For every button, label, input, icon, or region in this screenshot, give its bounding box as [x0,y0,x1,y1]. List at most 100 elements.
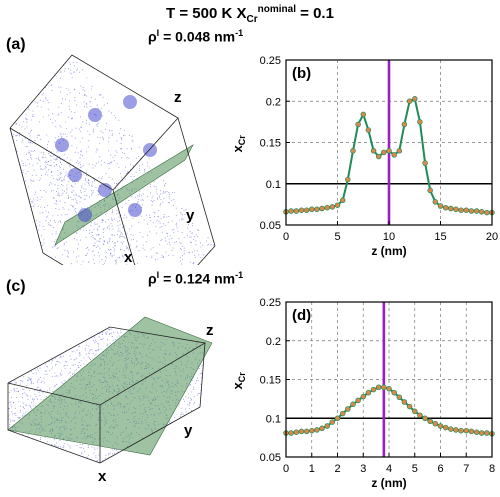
atom-dot [60,132,62,134]
atom-dot [69,447,71,449]
atom-dot [42,116,44,118]
atom-dot [56,248,58,250]
atom-dot [193,250,195,252]
atom-dot [106,343,108,345]
atom-dot [142,247,144,249]
atom-dot [54,184,56,186]
atom-dot [131,135,133,137]
atom-dot [135,246,137,248]
atom-dot [193,402,196,404]
atom-dot [10,421,12,423]
atom-dot [174,417,176,419]
atom-dot [88,249,90,251]
data-point [329,419,336,425]
atom-dot [71,191,73,193]
atom-dot [157,197,159,199]
atom-dot [124,134,126,136]
atom-dot [95,339,97,341]
atom-dot [69,100,71,102]
atom-dot [159,196,161,198]
atom-dot [130,163,132,165]
atom-dot [65,192,67,194]
atom-dot [46,134,48,136]
atom-dot [59,159,62,161]
atom-dot [162,192,164,194]
atom-dot [29,135,31,137]
atom-dot [85,122,87,124]
atom-dot [92,192,94,194]
atom-dot [21,126,23,128]
atom-dot [98,177,100,179]
atom-dot [45,220,47,222]
atom-dot [41,94,43,96]
atom-dot [67,116,69,118]
atom-dot [51,362,53,364]
atom-dot [187,227,189,229]
atom-dot [161,225,163,228]
atom-dot [155,191,157,193]
atom-dot [22,162,24,164]
atom-dot [71,199,73,201]
atom-dot [55,239,57,241]
atom-dot [96,447,98,449]
atom-dot [105,172,107,174]
atom-dot [87,261,89,263]
atom-dot [191,391,193,393]
atom-dot [120,139,123,141]
atom-dot [79,351,81,353]
atom-dot [112,178,114,180]
figure-title: T = 500 K XCrnominal = 0.1 [0,4,500,25]
atom-dot [87,356,89,358]
atom-dot [120,233,122,235]
atom-dot [92,259,94,261]
atom-dot [59,172,61,174]
atom-dot [52,189,54,191]
atom-dot [59,221,62,223]
atom-dot [48,361,50,363]
atom-dot [75,127,77,129]
atom-dot [54,444,56,446]
data-point [345,406,351,412]
atom-dot [71,73,73,75]
atom-dot [62,192,64,194]
atom-dot [112,228,114,230]
atom-dot [82,87,84,89]
atom-dot [121,243,124,245]
atom-dot [60,91,62,93]
atom-dot [26,384,28,387]
atom-dot [38,391,40,393]
atom-dot [43,151,45,153]
atom-dot [44,162,46,164]
atom-dot [151,257,153,259]
atom-dot [118,228,120,230]
atom-dot [59,374,61,376]
atom-dot [19,383,21,385]
data-point [396,148,403,154]
atom-dot [128,134,130,137]
atom-dot [51,183,53,185]
atom-dot [63,176,66,178]
atom-dot [28,389,30,392]
atom-dot [180,211,182,214]
atom-dot [87,454,89,457]
atom-dot [57,445,59,447]
atom-dot [63,243,65,245]
atom-dot [79,161,81,163]
atom-dot [28,163,31,165]
atom-dot [43,228,45,231]
atom-dot [196,250,198,252]
atom-dot [96,228,98,230]
atom-dot [78,195,80,197]
atom-dot [100,164,102,166]
axis-label-a-x: x [124,249,133,265]
atom-dot [87,182,89,184]
atom-dot [86,195,88,197]
atom-dot [32,115,34,117]
atom-dot [125,245,127,248]
atom-dot [94,223,96,225]
atom-dot [61,374,63,376]
atom-dot [100,107,102,109]
atom-dot [170,200,172,202]
atom-dot [160,199,162,201]
atom-dot [183,236,185,238]
